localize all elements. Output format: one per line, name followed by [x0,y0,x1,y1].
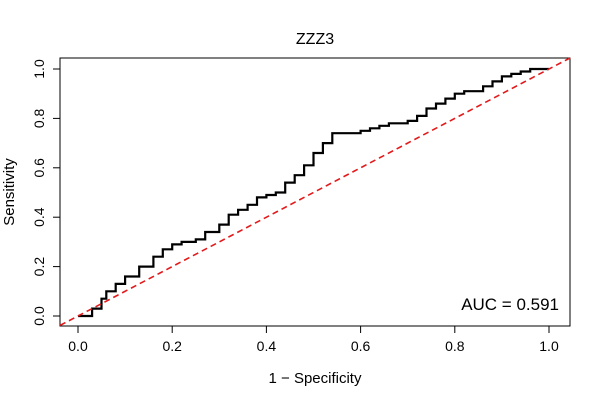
roc-curve-line [78,67,549,318]
plot-frame [59,57,571,327]
auc-annotation: AUC = 0.591 [461,295,559,314]
y-tick-label: 0.8 [31,108,47,128]
y-tick-label: 0.6 [31,158,47,178]
x-tick-label: 1.0 [539,338,559,354]
x-tick-label: 0.2 [162,338,182,354]
y-axis: 0.0 0.2 0.4 0.6 0.8 1.0 [31,59,61,326]
x-tick-label: 0.8 [445,338,465,354]
x-tick-label: 0.4 [257,338,277,354]
y-tick-label: 0.4 [31,207,47,227]
x-axis-label: 1 − Specificity [269,370,362,387]
reference-diagonal-line [59,57,571,327]
x-tick-label: 0.6 [351,338,371,354]
y-axis-label: Sensitivity [1,158,18,226]
x-tick-label: 0.0 [68,338,88,354]
y-tick-label: 0.0 [31,306,47,326]
y-tick-label: 1.0 [31,59,47,79]
series-layer [59,57,571,327]
x-axis: 0.0 0.2 0.4 0.6 0.8 1.0 [68,325,559,354]
y-tick-label: 0.2 [31,257,47,277]
chart-title: ZZZ3 [296,31,334,48]
